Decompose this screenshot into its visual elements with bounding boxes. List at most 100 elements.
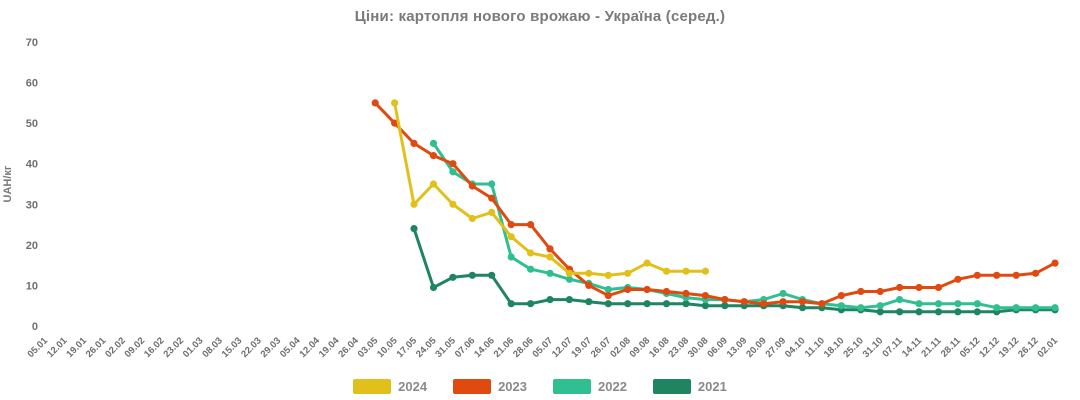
x-tick-label: 24.05 [414,335,439,360]
x-tick-label: 13.09 [725,335,750,360]
data-point-2022 [973,300,981,308]
data-point-2021 [585,298,593,306]
data-point-2021 [721,302,729,310]
x-tick-label: 26.01 [84,335,109,360]
legend-swatch-2023 [453,379,492,394]
x-tick-label: 09.08 [628,335,653,360]
data-point-2021 [604,300,612,308]
y-tick-label: 70 [26,37,38,49]
data-point-2023 [721,296,729,304]
legend-item-2022[interactable]: 2022 [553,379,627,394]
data-point-2022 [934,300,943,308]
data-point-2023 [1032,269,1040,277]
data-point-2024 [546,253,554,261]
data-point-2023 [798,298,807,306]
x-tick-label: 01.03 [181,335,206,360]
y-axis-title: UAH/кг [2,165,14,203]
data-point-2022 [527,265,535,273]
data-point-2023 [973,271,981,279]
data-point-2021 [954,308,962,316]
data-point-2021 [527,300,535,308]
x-tick-label: 29.03 [259,335,284,360]
data-point-2023 [507,221,515,229]
data-point-2023 [662,287,671,296]
legend-item-2024[interactable]: 2024 [353,379,427,394]
x-tick-label: 02.08 [608,335,633,360]
legend-item-2021[interactable]: 2021 [652,379,727,394]
data-point-2021 [701,302,710,310]
x-tick-label: 22.03 [239,335,264,360]
x-tick-label: 05.12 [958,335,983,360]
series-line-2021 [412,227,1057,314]
legend-label-2023: 2023 [498,379,527,394]
data-point-2023 [1051,259,1059,267]
data-point-2024 [449,200,457,208]
data-point-2023 [915,283,923,292]
data-point-2023 [857,287,865,296]
x-tick-label: 27.09 [764,335,789,360]
data-point-2024 [662,267,671,275]
chart-title: Ціни: картопля нового врожаю - Україна (… [354,8,726,25]
data-point-2021 [682,300,690,308]
x-tick-label: 07.06 [453,335,478,360]
data-point-2023 [488,194,496,202]
x-tick-label: 05.07 [531,335,556,360]
x-tick-label: 23.08 [666,335,691,360]
data-point-2023 [760,300,768,308]
data-point-2021 [662,300,671,308]
data-point-2022 [915,300,923,308]
x-tick-label: 21.06 [492,335,517,360]
data-point-2021 [934,308,943,316]
x-tick-label: 18.10 [822,335,847,360]
data-point-2023 [818,300,826,308]
y-tick-label: 50 [26,118,38,130]
data-point-2023 [449,160,457,168]
x-tick-label: 05.04 [278,335,303,360]
data-point-2023 [876,287,884,296]
data-point-2021 [565,296,574,304]
data-point-2021 [915,308,923,316]
data-point-2023 [546,245,554,253]
legend-label-2022: 2022 [598,379,627,394]
data-point-2021 [896,308,904,316]
legend-swatch-2022 [553,379,591,394]
x-tick-label: 26.07 [589,335,614,360]
x-tick-label: 07.11 [881,335,906,360]
data-point-2023 [934,283,943,292]
data-point-2023 [527,221,535,229]
data-point-2021 [468,271,476,279]
legend-label-2024: 2024 [398,379,428,394]
data-point-2023 [624,285,632,294]
x-tick-label: 26.04 [336,335,361,360]
data-point-2022 [604,285,612,294]
y-tick-label: 60 [26,78,38,90]
x-tick-label: 30.08 [686,335,711,360]
data-point-2024 [604,271,612,279]
data-point-2024 [488,208,496,216]
x-tick-label: 19.07 [569,335,594,360]
data-point-2024 [527,249,535,257]
data-point-2022 [954,300,962,308]
data-point-2023 [993,271,1001,279]
data-point-2024 [585,269,593,277]
data-point-2023 [779,298,787,306]
x-tick-label: 23.02 [161,335,186,360]
data-point-2023 [682,289,690,298]
data-point-2021 [488,271,496,279]
data-point-2022 [857,304,865,312]
legend-item-2023[interactable]: 2023 [453,379,527,394]
x-tick-label: 14.06 [472,335,497,360]
data-point-2021 [973,308,981,316]
x-tick-label: 28.06 [511,335,536,360]
data-point-2023 [837,292,845,300]
x-tick-label: 21.11 [919,335,944,360]
x-tick-label: 11.10 [803,335,827,359]
x-tick-label: 06.09 [705,335,730,360]
x-tick-label: 12.01 [45,335,70,360]
data-point-2024 [391,99,399,107]
data-point-2021 [507,300,515,308]
x-tick-label: 09.02 [123,335,148,360]
data-point-2024 [468,214,476,223]
